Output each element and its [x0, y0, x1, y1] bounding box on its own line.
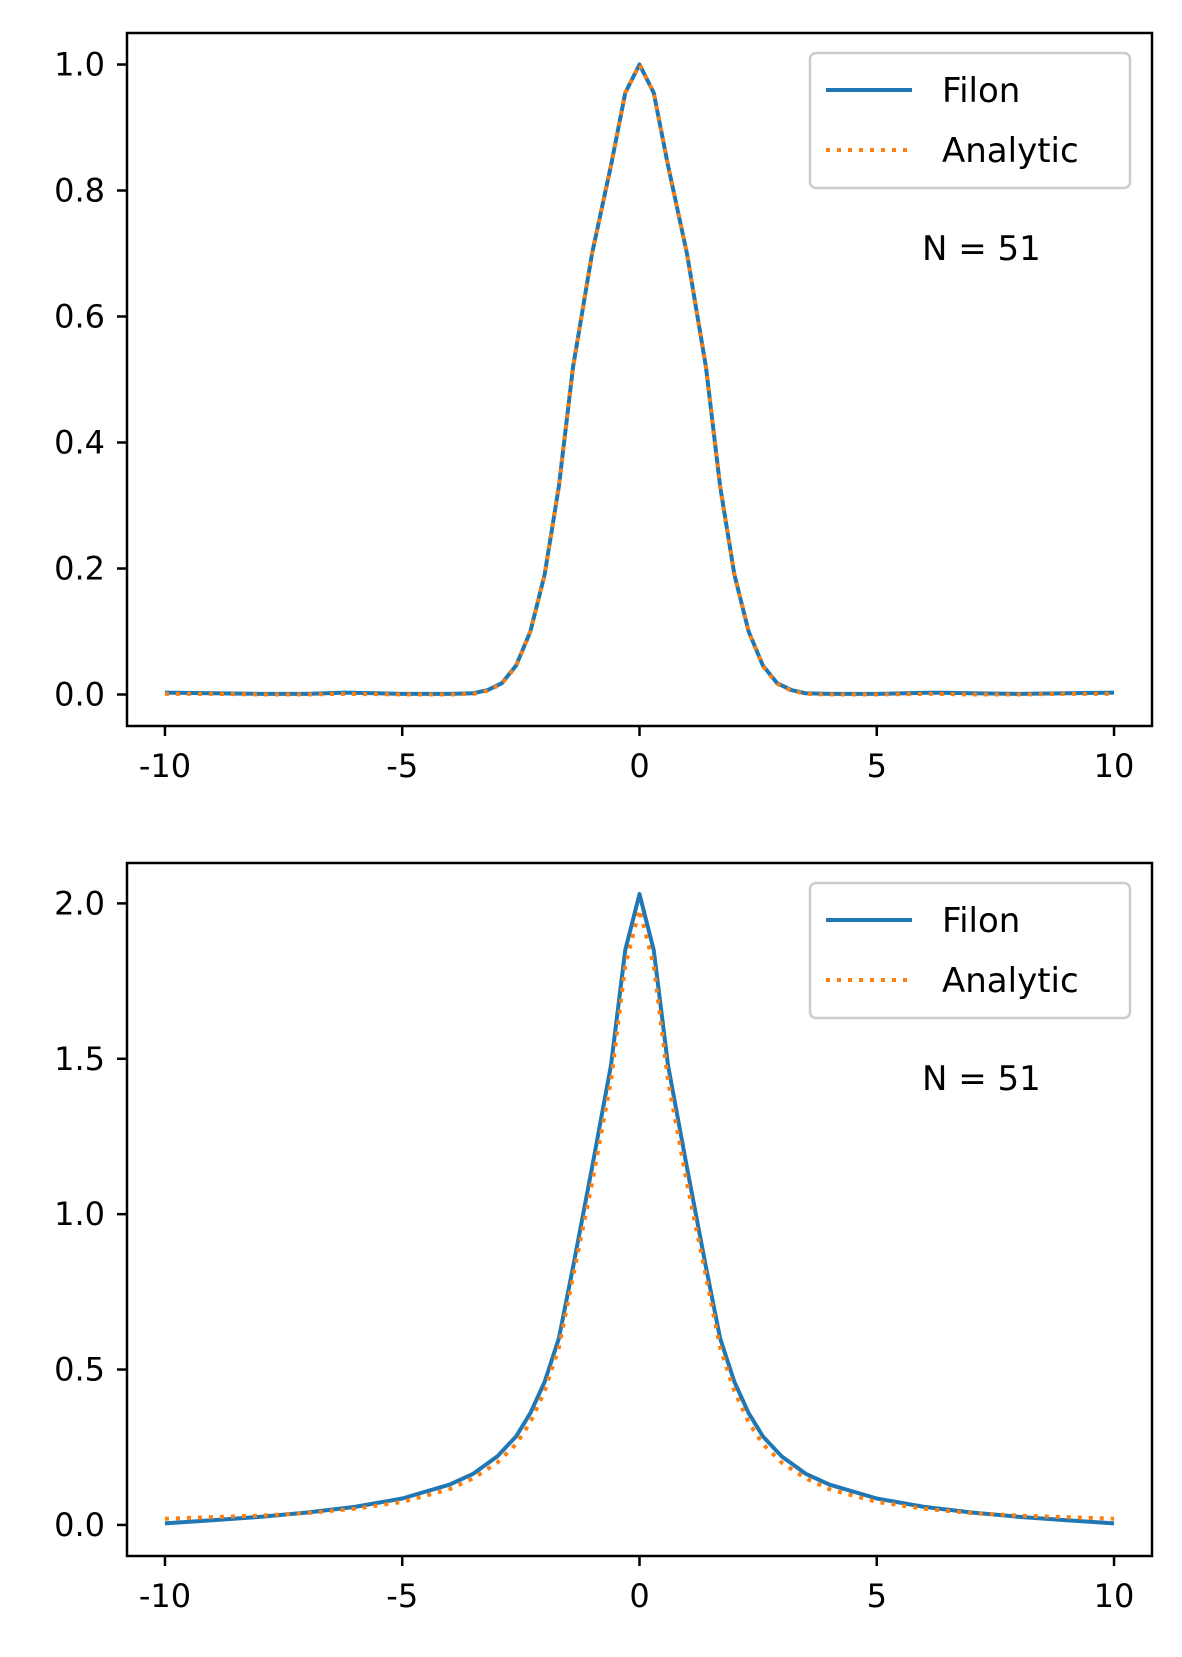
- y-tick-label: 0.2: [54, 550, 105, 588]
- legend-label-filon: Filon: [942, 901, 1020, 941]
- x-tick-label: 0: [629, 1577, 649, 1615]
- bottom-subplot: -10 -5 0 5 10 0.0 0.5 1.0 1.5 2.0 Filon Analytic N =…: [54, 861, 1154, 1615]
- legend-label-analytic: Analytic: [942, 961, 1079, 1001]
- x-tick-label: -5: [386, 747, 418, 785]
- y-tick-label: 1.0: [54, 1195, 105, 1233]
- x-tick-label: 0: [629, 747, 649, 785]
- y-tick-label: 0.6: [54, 298, 105, 336]
- y-tick-label: 0.0: [54, 676, 105, 714]
- y-tick-label: 0.4: [54, 424, 105, 462]
- legend-label-analytic: Analytic: [942, 131, 1079, 171]
- x-tick-label: 10: [1094, 1577, 1135, 1615]
- x-tick-label: 5: [867, 1577, 887, 1615]
- y-tick-label: 2.0: [54, 884, 105, 922]
- legend-box: [808, 881, 1132, 1020]
- top-subplot: -10 -5 0 5 10 0.0 0.2 0.4 0.6 0.8 1.0 Filon Analytic…: [54, 31, 1154, 785]
- series-line-filon: [164, 62, 1115, 696]
- legend: Filon Analytic: [808, 51, 1132, 190]
- annotation-text: N = 51: [922, 229, 1041, 269]
- annotation-text: N = 51: [922, 1059, 1041, 1099]
- x-tick-label: 10: [1094, 747, 1135, 785]
- x-tick-label: -10: [139, 1577, 191, 1615]
- legend: Filon Analytic: [808, 881, 1132, 1020]
- x-tick-label: -5: [386, 1577, 418, 1615]
- y-tick-label: 0.5: [54, 1351, 105, 1389]
- y-tick-label: 1.0: [54, 46, 105, 84]
- x-tick-label: 5: [867, 747, 887, 785]
- legend-label-filon: Filon: [942, 71, 1020, 111]
- legend-box: [808, 51, 1132, 190]
- y-tick-label: 0.8: [54, 172, 105, 210]
- x-tick-label: -10: [139, 747, 191, 785]
- y-tick-label: 0.0: [54, 1506, 105, 1544]
- y-tick-label: 1.5: [54, 1040, 105, 1078]
- series-line-filon: [164, 892, 1115, 1526]
